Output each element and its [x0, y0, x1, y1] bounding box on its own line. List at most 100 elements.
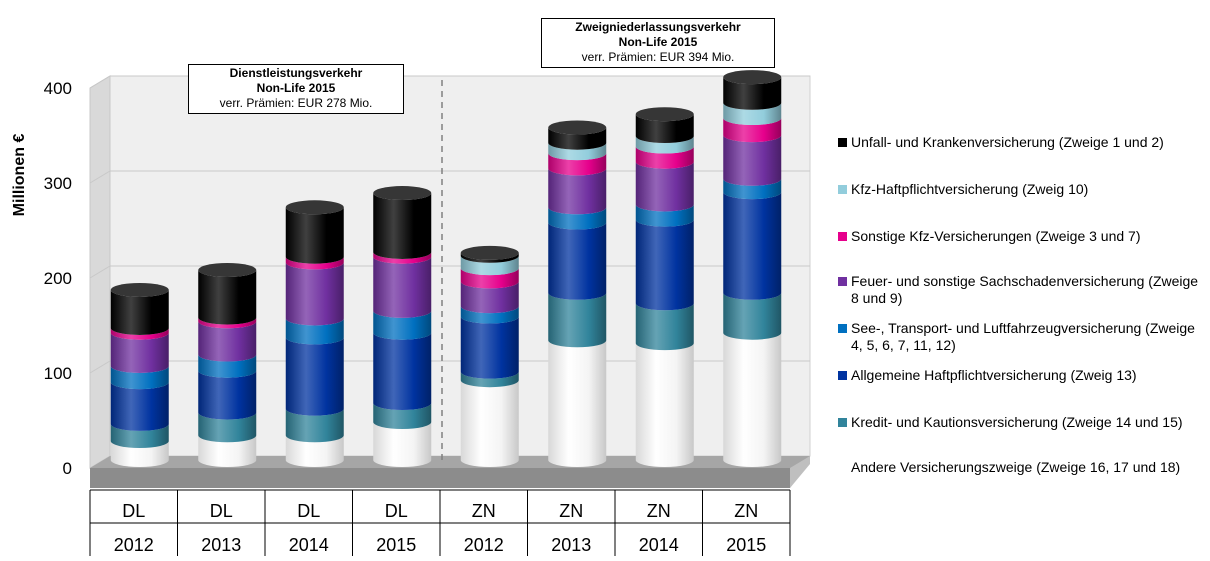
bar-segment — [285, 337, 344, 416]
legend-swatch — [838, 418, 847, 427]
bar-segment — [548, 168, 607, 215]
bar-segment — [285, 408, 344, 443]
bar-segment — [548, 127, 607, 150]
x-tick-label: 2015 — [726, 535, 766, 555]
bar-stack — [460, 245, 519, 467]
bar-top-cap — [460, 245, 519, 260]
y-tick-label: 300 — [44, 174, 72, 193]
bar-segment — [635, 303, 694, 351]
bar-segment — [110, 327, 169, 340]
bar-segment — [460, 306, 519, 324]
x-tick-label: 2015 — [376, 535, 416, 555]
floor-front — [90, 468, 790, 488]
y-tick-label: 100 — [44, 364, 72, 383]
bar-segment — [635, 136, 694, 154]
bar-segment — [460, 371, 519, 388]
x-tick-label: ZN — [472, 501, 496, 521]
legend-swatch — [838, 185, 847, 194]
bar-stack — [723, 70, 782, 467]
bar-segment — [460, 281, 519, 314]
legend-label: See-, Transport- und Luftfahrzeugversich… — [851, 320, 1195, 353]
bar-segment — [548, 142, 607, 161]
x-tick-label: DL — [297, 501, 320, 521]
annotation-title-line2: Non-Life 2015 — [256, 81, 336, 95]
bar-segment — [198, 435, 257, 467]
bar-segment — [723, 332, 782, 467]
annotation-text: verr. Prämien: EUR 278 Mio. — [219, 96, 373, 110]
legend-label: Andere Versicherungszweige (Zweige 16, 1… — [851, 459, 1181, 475]
bar-top-cap — [198, 263, 257, 277]
x-tick-label: 2012 — [464, 535, 504, 555]
legend-label: Kfz-Haftpflichtversicherung (Zweig 10) — [851, 181, 1089, 197]
legend-swatch — [838, 277, 847, 286]
annotation-title-line2: Non-Life 2015 — [618, 35, 698, 49]
bar-segment — [373, 310, 432, 340]
legend-item: Sonstige Kfz-Versicherungen (Zweige 3 un… — [838, 228, 1208, 245]
bar-segment — [460, 268, 519, 289]
bar-segment — [635, 204, 694, 227]
bar-segment — [110, 441, 169, 467]
bar-top-cap — [723, 70, 782, 85]
bar-segment — [198, 317, 257, 329]
legend-swatch — [838, 232, 847, 241]
bar-stack — [635, 107, 694, 467]
bar-segment — [285, 256, 344, 270]
legend-label: Unfall- und Krankenversicherung (Zweige … — [851, 134, 1164, 150]
legend-item: Allgemeine Haftpflichtversicherung (Zwei… — [838, 367, 1208, 384]
legend-label: Feuer- und sonstige Sachschadenversicher… — [851, 273, 1199, 306]
bar-segment — [110, 423, 169, 448]
bar-stack — [373, 186, 432, 467]
bar-segment — [110, 332, 169, 373]
annotation-dl: Dienstleistungsverkehr Non-Life 2015 ver… — [188, 64, 404, 114]
annotation-title-line1: Zweigniederlassungsverkehr — [575, 20, 741, 34]
x-tick-label: DL — [385, 501, 408, 521]
annotation-zn: Zweigniederlassungsverkehr Non-Life 2015… — [541, 18, 775, 68]
legend-label: Kredit- und Kautionsversicherung (Zweige… — [851, 414, 1183, 430]
bar-segment — [373, 193, 432, 259]
x-tick-label: 2012 — [114, 535, 154, 555]
bar-segment — [548, 222, 607, 300]
bar-segment — [285, 435, 344, 467]
bar-segment — [198, 412, 257, 443]
plot-background — [89, 75, 811, 488]
legend-item: Feuer- und sonstige Sachschadenversicher… — [838, 273, 1208, 307]
bar-segment — [373, 403, 432, 430]
legend-item: Unfall- und Krankenversicherung (Zweige … — [838, 134, 1208, 151]
bar-segment — [723, 292, 782, 340]
x-tick-label: ZN — [647, 501, 671, 521]
bar-segment — [635, 219, 694, 311]
bar-segment — [635, 343, 694, 467]
x-tick-label: 2014 — [289, 535, 329, 555]
gridline — [89, 75, 810, 89]
bar-segment — [373, 422, 432, 467]
bar-stack — [285, 200, 344, 467]
x-tick-label: 2014 — [639, 535, 679, 555]
bar-segment — [723, 118, 782, 143]
bar-segment — [110, 382, 169, 431]
bar-segment — [285, 318, 344, 345]
bars — [110, 70, 782, 467]
bar-stack — [198, 263, 257, 467]
y-tick-label: 200 — [44, 269, 72, 288]
x-tick-label: ZN — [734, 501, 758, 521]
bar-segment — [198, 270, 257, 325]
bar-top-cap — [635, 107, 694, 122]
bar-segment — [373, 251, 432, 264]
bar-segment — [548, 207, 607, 230]
legend-item: Kfz-Haftpflichtversicherung (Zweig 10) — [838, 181, 1208, 198]
bar-top-cap — [373, 186, 432, 201]
bar-stack — [548, 120, 607, 467]
bar-segment — [723, 102, 782, 125]
bar-segment — [723, 135, 782, 186]
bar-segment — [198, 354, 257, 378]
bar-segment — [548, 153, 607, 176]
bar-segment — [198, 370, 257, 420]
legend-label: Sonstige Kfz-Versicherungen (Zweige 3 un… — [851, 228, 1141, 244]
annotation-title-line1: Dienstleistungsverkehr — [229, 66, 363, 80]
bar-segment — [460, 252, 519, 263]
floor-side — [790, 456, 810, 488]
bar-segment — [198, 321, 257, 362]
bar-segment — [110, 289, 169, 335]
